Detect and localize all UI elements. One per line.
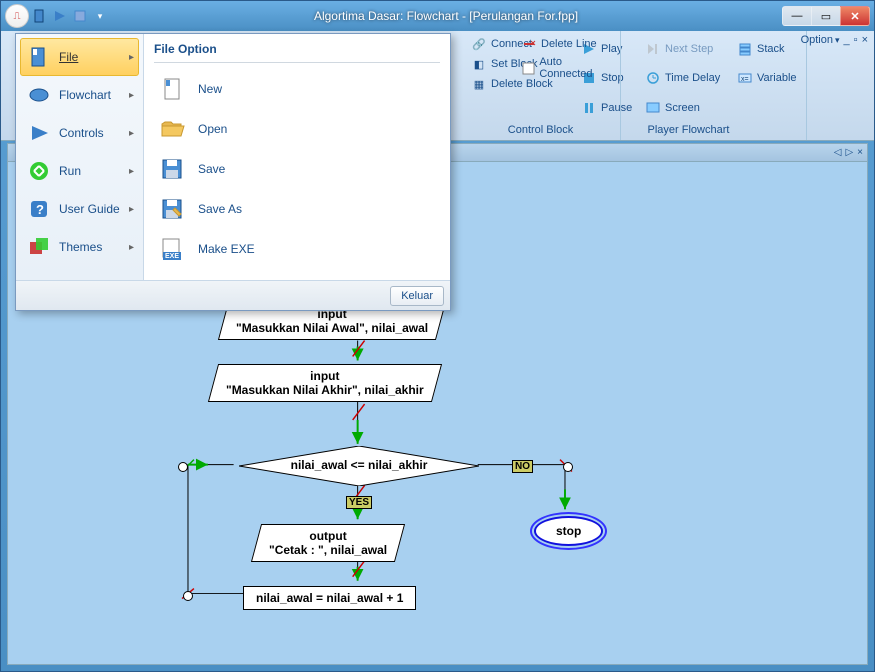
- svg-text:x=: x=: [741, 76, 749, 83]
- ribbon-groups: 🔗Connect ◧Set Block ▦Delete Block Contro…: [461, 31, 807, 140]
- ribbon-group-control2: Delete Line Auto Connected: [511, 31, 621, 140]
- titlebar: ⎍ ▾ Algortima Dasar: Flowchart - [Perula…: [1, 1, 874, 31]
- new-file-icon: [158, 75, 186, 103]
- clock-icon: [645, 70, 661, 86]
- app-menu: File ▸ Flowchart ▸ Controls ▸ Run ▸: [15, 33, 451, 311]
- app-menu-categories: File ▸ Flowchart ▸ Controls ▸ Run ▸: [16, 34, 144, 280]
- main-window: ⎍ ▾ Algortima Dasar: Flowchart - [Perula…: [0, 0, 875, 672]
- checkbox-icon: [521, 60, 535, 76]
- menu-item-save[interactable]: Save: [154, 149, 440, 189]
- menu-item-new[interactable]: New: [154, 69, 440, 109]
- controls-icon: [27, 121, 51, 145]
- window-controls: — ▭ ✕: [783, 6, 870, 26]
- save-icon: [158, 155, 186, 183]
- app-menu-submenu: File Option New Open Save Save As: [144, 34, 450, 280]
- submenu-title: File Option: [154, 40, 440, 63]
- run-icon: [27, 159, 51, 183]
- menu-cat-flowchart[interactable]: Flowchart ▸: [20, 76, 139, 114]
- connector-right[interactable]: [563, 462, 573, 472]
- variable-icon: x=: [737, 70, 753, 86]
- fc-process[interactable]: nilai_awal = nilai_awal + 1: [243, 586, 416, 610]
- next-step-button[interactable]: Next Step: [643, 35, 731, 63]
- maximize-button[interactable]: ▭: [811, 6, 841, 26]
- delete-line-button[interactable]: Delete Line: [519, 35, 612, 53]
- window-title: Algortima Dasar: Flowchart - [Perulangan…: [109, 9, 783, 23]
- ribbon-minimize-icon[interactable]: _: [844, 34, 850, 46]
- connector-left[interactable]: [178, 462, 188, 472]
- option-label[interactable]: Option: [801, 34, 840, 46]
- mdi-close-icon[interactable]: ×: [857, 147, 863, 158]
- minimize-button[interactable]: —: [782, 6, 812, 26]
- ribbon-restore-icon[interactable]: ▫: [854, 34, 858, 46]
- fc-output[interactable]: output"Cetak : ", nilai_awal: [256, 524, 400, 562]
- menu-item-make-exe[interactable]: EXE Make EXE: [154, 229, 440, 269]
- time-delay-button[interactable]: Time Delay: [643, 65, 731, 93]
- qat: ⎍ ▾: [5, 4, 109, 28]
- qat-item-1[interactable]: [31, 7, 49, 25]
- chevron-right-icon: ▸: [129, 204, 134, 215]
- menu-item-save-as[interactable]: Save As: [154, 189, 440, 229]
- app-menu-footer: Keluar: [16, 280, 450, 310]
- open-folder-icon: [158, 115, 186, 143]
- fc-decision[interactable]: nilai_awal <= nilai_akhir: [239, 446, 479, 490]
- next-step-icon: [645, 41, 661, 57]
- exit-button[interactable]: Keluar: [390, 286, 444, 306]
- menu-cat-themes[interactable]: Themes ▸: [20, 228, 139, 266]
- screen-icon: [645, 100, 661, 116]
- menu-cat-controls[interactable]: Controls ▸: [20, 114, 139, 152]
- stack-icon: [737, 41, 753, 57]
- mdi-next-icon[interactable]: ▷: [845, 147, 853, 158]
- delete-line-icon: [521, 36, 537, 52]
- menu-cat-user-guide[interactable]: ? User Guide ▸: [20, 190, 139, 228]
- connector-bottom-left[interactable]: [183, 591, 193, 601]
- exe-icon: EXE: [158, 235, 186, 263]
- save-as-icon: [158, 195, 186, 223]
- badge-yes: YES: [346, 496, 372, 509]
- ribbon-option-menu[interactable]: Option _ ▫ ×: [801, 34, 868, 46]
- chevron-right-icon: ▸: [129, 166, 134, 177]
- chevron-right-icon: ▸: [129, 52, 134, 63]
- help-icon: ?: [27, 197, 51, 221]
- qat-item-3[interactable]: [71, 7, 89, 25]
- connect-icon: 🔗: [471, 36, 487, 52]
- chevron-right-icon: ▸: [129, 90, 134, 101]
- close-button[interactable]: ✕: [840, 6, 870, 26]
- screen-button[interactable]: Screen: [643, 94, 731, 122]
- set-block-icon: ◧: [471, 56, 487, 72]
- chevron-right-icon: ▸: [129, 128, 134, 139]
- app-icon[interactable]: ⎍: [5, 4, 29, 28]
- fc-input-2[interactable]: input"Masukkan Nilai Akhir", nilai_akhir: [213, 364, 437, 402]
- svg-text:EXE: EXE: [165, 253, 179, 260]
- flowchart-icon: [27, 83, 51, 107]
- menu-item-open[interactable]: Open: [154, 109, 440, 149]
- ribbon-close-icon[interactable]: ×: [862, 34, 868, 46]
- qat-dropdown-icon[interactable]: ▾: [91, 7, 109, 25]
- chevron-right-icon: ▸: [129, 242, 134, 253]
- fc-stop[interactable]: stop: [534, 516, 603, 546]
- variable-button[interactable]: x=Variable: [735, 65, 813, 93]
- badge-no: NO: [512, 460, 533, 473]
- svg-text:?: ?: [36, 202, 44, 217]
- mdi-prev-icon[interactable]: ◁: [834, 147, 842, 158]
- qat-play-icon[interactable]: [51, 7, 69, 25]
- auto-connected-checkbox[interactable]: Auto Connected: [519, 55, 612, 81]
- themes-icon: [27, 235, 51, 259]
- delete-block-icon: ▦: [471, 76, 487, 92]
- file-icon: [27, 45, 51, 69]
- menu-cat-file[interactable]: File ▸: [20, 38, 139, 76]
- menu-cat-run[interactable]: Run ▸: [20, 152, 139, 190]
